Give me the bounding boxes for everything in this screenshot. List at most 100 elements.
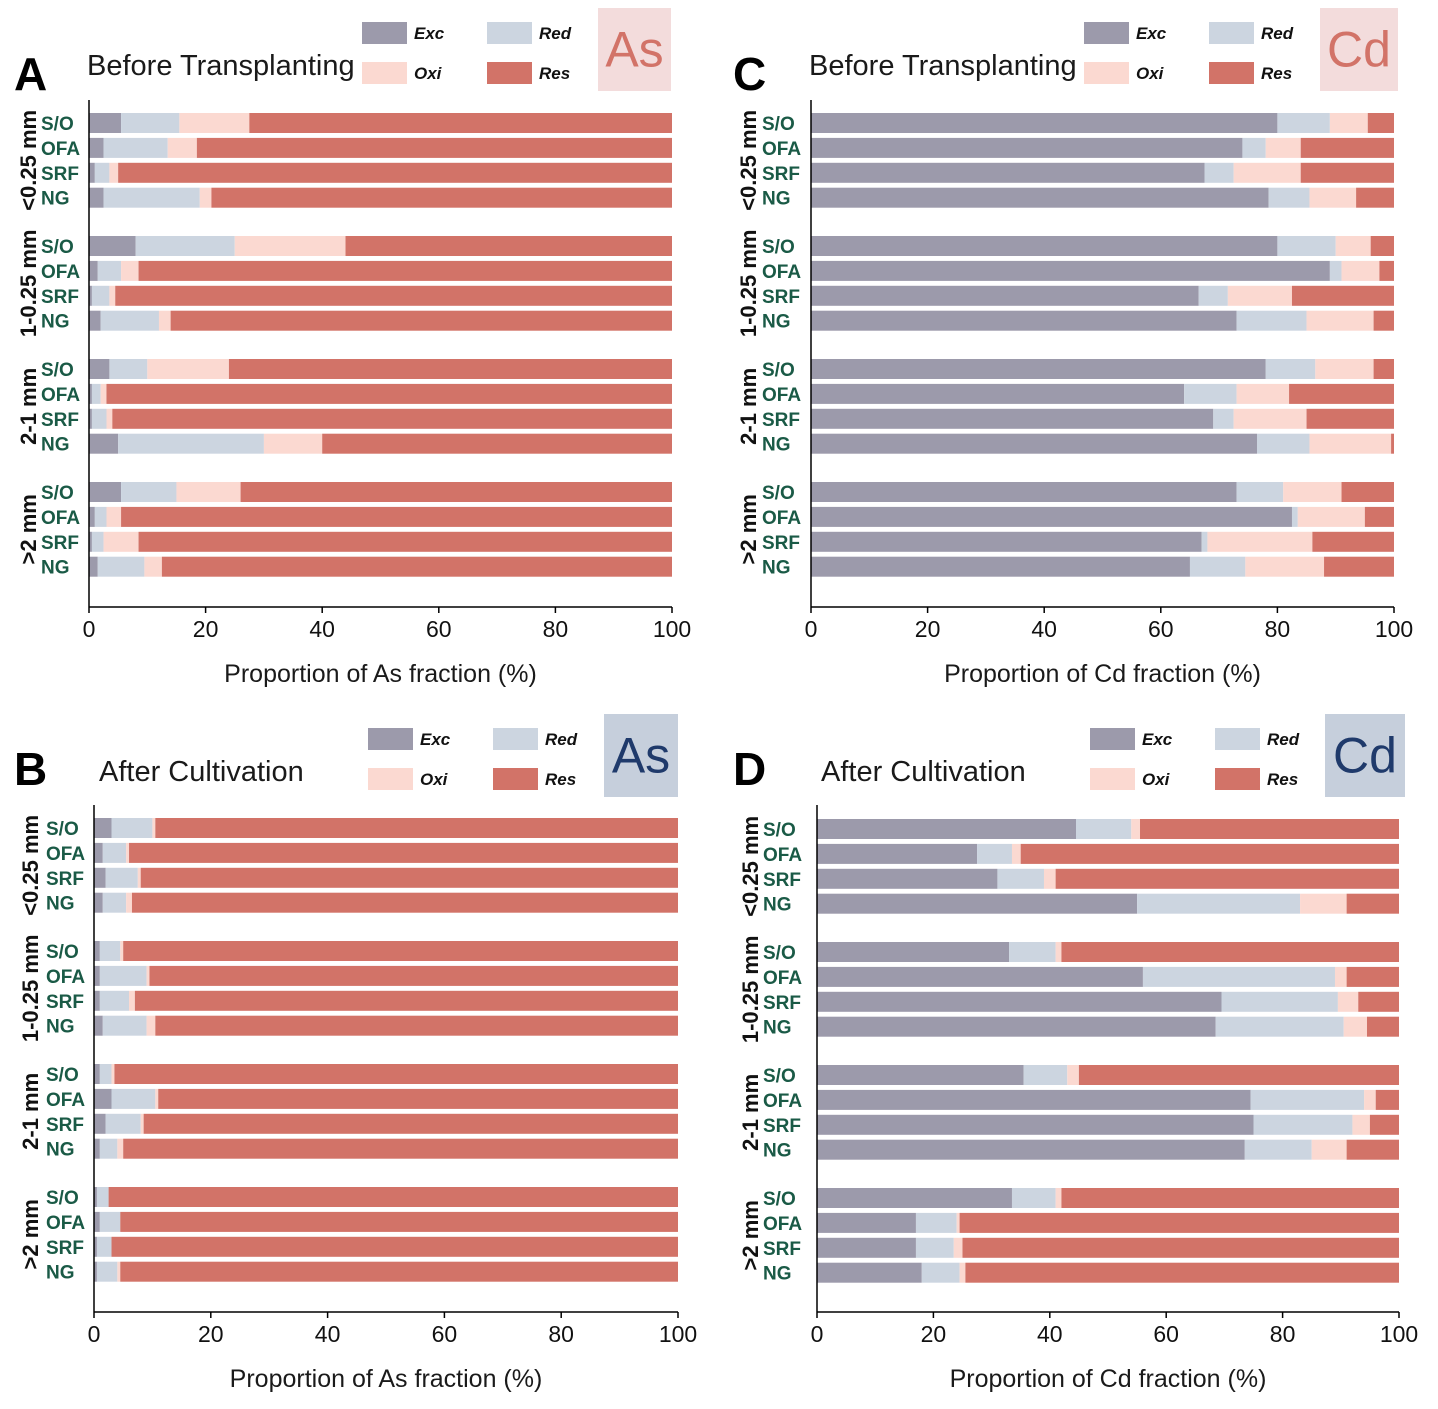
bar-segment-red	[94, 506, 107, 527]
x-tick-label: 60	[1148, 616, 1174, 642]
bar-segment-oxi	[1227, 285, 1292, 306]
bar-segment-oxi	[155, 1088, 159, 1109]
bar-segment-res	[155, 1015, 678, 1036]
bar-segment-oxi	[1352, 1114, 1370, 1135]
bar-segment-res	[1391, 433, 1394, 454]
bar-segment-oxi	[103, 531, 139, 552]
bar-segment-exc	[811, 236, 1278, 256]
row-label: OFA	[763, 845, 802, 866]
row-label: NG	[763, 1141, 792, 1162]
bar-segment-oxi	[1131, 819, 1141, 839]
bar-segment-red	[1291, 506, 1298, 527]
bar-segment-red	[99, 965, 147, 986]
bar-segment-exc	[817, 843, 978, 864]
bar-segment-oxi	[109, 285, 116, 306]
row-label: SRF	[763, 993, 801, 1014]
legend-label-exc: Exc	[1142, 730, 1173, 749]
bar-segment-exc	[89, 383, 92, 404]
row-label: S/O	[41, 114, 74, 135]
bar-segment-exc	[89, 506, 95, 527]
bar-segment-res	[1364, 506, 1394, 527]
bar-segment-res	[170, 310, 672, 331]
legend-swatch-res	[493, 768, 538, 790]
bar-segment-red	[99, 1211, 121, 1232]
legend-swatch-oxi	[362, 62, 407, 84]
legend-label-res: Res	[545, 770, 576, 789]
row-label: S/O	[46, 1188, 79, 1209]
bar-segment-res	[1140, 819, 1399, 839]
legend-swatch-oxi	[368, 768, 413, 790]
bar-segment-exc	[94, 892, 103, 913]
row-label: NG	[762, 312, 791, 333]
bar-segment-res	[1300, 162, 1394, 183]
row-label: S/O	[41, 483, 74, 504]
element-badge-label: Cd	[1333, 728, 1397, 784]
bar-segment-oxi	[1337, 991, 1359, 1012]
bar-segment-red	[111, 1088, 156, 1109]
bar-segment-exc	[811, 383, 1185, 404]
bar-segment-red	[1009, 942, 1056, 962]
bar-segment-exc	[817, 819, 1076, 839]
legend-swatch-exc	[1084, 22, 1129, 44]
bar-segment-red	[1236, 310, 1307, 331]
bar-segment-red	[1184, 383, 1237, 404]
x-tick-label: 40	[309, 616, 335, 642]
row-label: NG	[41, 558, 70, 579]
bar-segment-red	[1277, 113, 1330, 133]
x-tick-label: 80	[1265, 616, 1291, 642]
bar-segment-red	[96, 1187, 109, 1207]
bar-segment-res	[240, 482, 672, 502]
bar-segment-red	[1253, 1114, 1353, 1135]
bar-segment-exc	[811, 187, 1269, 208]
bar-segment-red	[1189, 556, 1246, 577]
bar-segment-exc	[94, 965, 100, 986]
bar-segment-res	[158, 1088, 679, 1109]
x-axis-title: Proportion of As fraction (%)	[224, 660, 537, 688]
panel-letter: C	[733, 48, 766, 100]
row-label: NG	[763, 895, 792, 916]
size-group-label: 2-1 mm	[736, 368, 761, 445]
bar-segment-red	[921, 1262, 960, 1283]
size-group-label: 1-0.25 mm	[738, 936, 763, 1044]
row-label: NG	[41, 435, 70, 456]
bar-segment-red	[105, 1113, 141, 1134]
x-tick-label: 0	[83, 616, 96, 642]
bar-segment-res	[1312, 531, 1394, 552]
bar-segment-oxi	[126, 842, 130, 863]
x-tick-label: 40	[1031, 616, 1057, 642]
row-label: NG	[46, 1017, 75, 1038]
bar-segment-oxi	[129, 990, 135, 1011]
x-tick-label: 0	[805, 616, 818, 642]
bar-segment-res	[143, 1113, 678, 1134]
bar-segment-red	[1221, 991, 1338, 1012]
row-label: NG	[762, 558, 791, 579]
bar-segment-oxi	[144, 556, 162, 577]
bar-segment-oxi	[1300, 893, 1347, 914]
bar-segment-exc	[94, 1113, 106, 1134]
row-label: OFA	[41, 262, 80, 283]
bar-segment-red	[99, 941, 121, 961]
row-label: OFA	[46, 1213, 85, 1234]
bar-segment-oxi	[199, 187, 212, 208]
bar-segment-oxi	[1309, 187, 1357, 208]
size-group-label: 1-0.25 mm	[16, 230, 41, 338]
bar-segment-exc	[94, 842, 103, 863]
element-badge	[1325, 714, 1405, 797]
row-label: SRF	[41, 533, 79, 554]
bar-segment-red	[1075, 819, 1132, 839]
size-group-label: >2 mm	[16, 494, 41, 564]
bar-segment-exc	[817, 1237, 916, 1258]
bar-segment-res	[1356, 187, 1394, 208]
bar-segment-oxi	[147, 359, 229, 379]
bar-segment-red	[1011, 1188, 1056, 1208]
bar-segment-oxi	[179, 113, 250, 133]
x-tick-label: 100	[659, 1321, 697, 1347]
row-label: NG	[41, 189, 70, 210]
bar-segment-exc	[817, 991, 1222, 1012]
bar-segment-red	[91, 285, 110, 306]
bar-segment-oxi	[1233, 408, 1307, 429]
bar-segment-red	[1023, 1065, 1068, 1085]
row-label: SRF	[762, 533, 800, 554]
legend-swatch-exc	[368, 728, 413, 750]
